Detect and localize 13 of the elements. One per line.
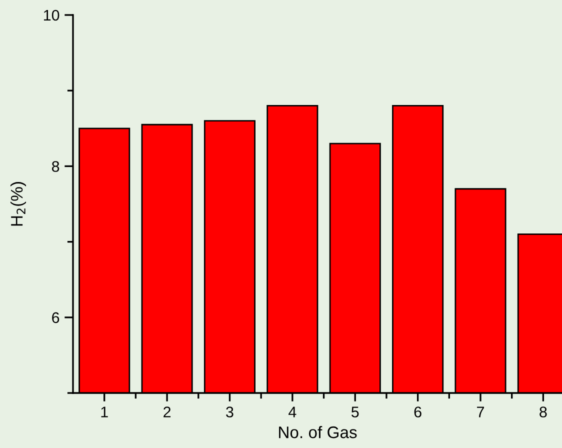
- x-tick-label: 8: [540, 406, 547, 418]
- y-tick-label: 6: [52, 312, 60, 324]
- x-axis-title: No. of Gas: [279, 426, 357, 438]
- x-tick-label: 6: [414, 406, 422, 418]
- y-axis-title: H$_{2}$(%): [10, 182, 26, 226]
- x-tick-label: 5: [351, 406, 359, 418]
- y-tick-label: 10: [44, 10, 60, 21]
- x-tick-label: 1: [101, 406, 108, 418]
- x-tick-label: 2: [164, 406, 171, 418]
- x-tick-label: 3: [226, 406, 234, 418]
- x-tick-label: 7: [477, 406, 484, 418]
- x-tick-label: 4: [288, 406, 296, 418]
- y-tick-label: 8: [52, 161, 60, 172]
